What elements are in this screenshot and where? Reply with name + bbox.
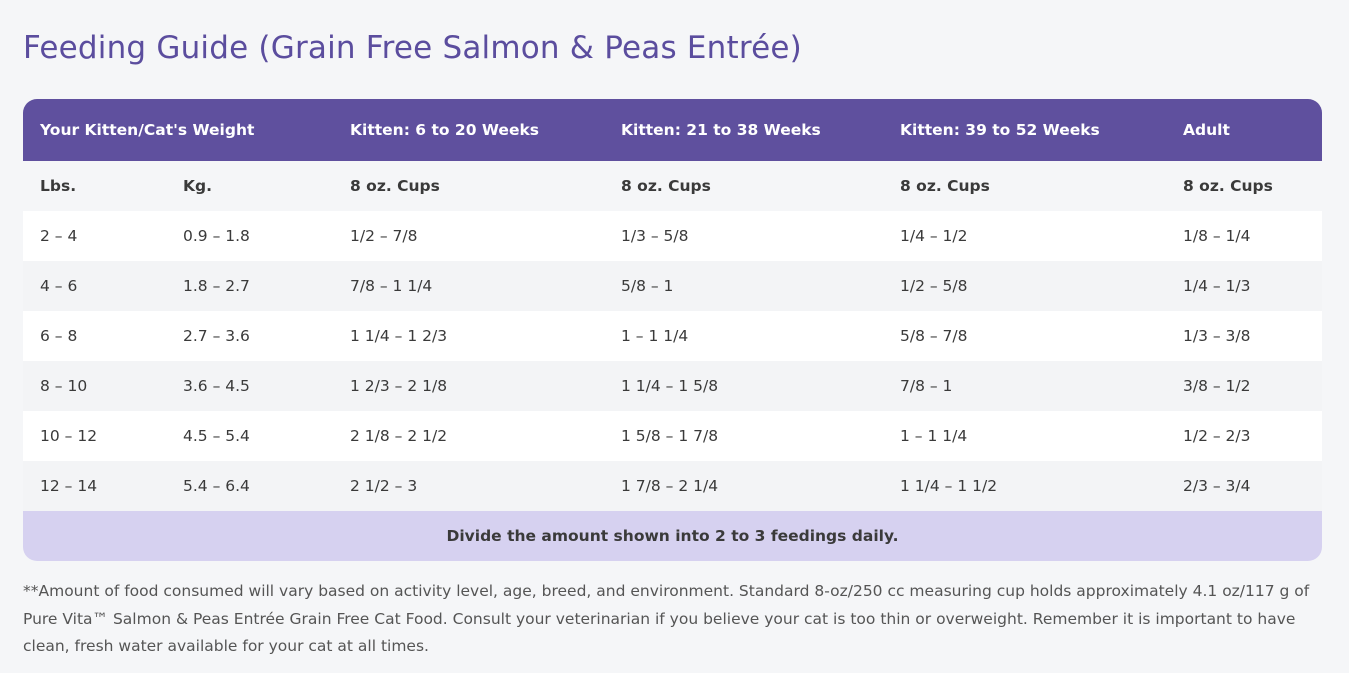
table-cell: 2 1/2 – 3 (350, 477, 418, 495)
table-cell: 1 2/3 – 2 1/8 (350, 377, 448, 395)
subheader-cell: 8 oz. Cups (621, 177, 711, 195)
table-cell: 1 5/8 – 1 7/8 (621, 427, 719, 445)
table-cell: 2/3 – 3/4 (1183, 477, 1251, 495)
header-cell: Kitten: 39 to 52 Weeks (900, 121, 1100, 139)
data-row: 10 – 12 4.5 – 5.4 2 1/8 – 2 1/2 1 5/8 – 1 7… (23, 411, 1322, 461)
table-cell: 1/2 – 2/3 (1183, 427, 1251, 445)
table-cell: 5.4 – 6.4 (183, 477, 250, 495)
header-row: Your Kitten/Cat's Weight Kitten: 6 to 20 … (23, 99, 1322, 161)
table-cell: 3/8 – 1/2 (1183, 377, 1251, 395)
table-cell: 7/8 – 1 (900, 377, 953, 395)
table-cell: 1/4 – 1/3 (1183, 277, 1251, 295)
table-cell: 1 1/4 – 1 5/8 (621, 377, 719, 395)
subheader-cell: 8 oz. Cups (900, 177, 990, 195)
table-cell: 3.6 – 4.5 (183, 377, 250, 395)
subheader-cell: Lbs. (40, 177, 77, 195)
table-cell: 1 7/8 – 2 1/4 (621, 477, 719, 495)
table-cell: 1 1/4 – 1 1/2 (900, 477, 998, 495)
subheader-cell: 8 oz. Cups (350, 177, 440, 195)
header-cell: Kitten: 21 to 38 Weeks (621, 121, 821, 139)
table-cell: 2 – 4 (40, 227, 78, 245)
header-cell: Your Kitten/Cat's Weight (40, 121, 255, 139)
table-cell: 4 – 6 (40, 277, 78, 295)
table-cell: 5/8 – 1 (621, 277, 674, 295)
page-title: Feeding Guide (Grain Free Salmon & Peas … (23, 30, 802, 66)
data-row: 12 – 14 5.4 – 6.4 2 1/2 – 3 1 7/8 – 2 1/4 1 … (23, 461, 1322, 511)
subheader-cell: 8 oz. Cups (1183, 177, 1273, 195)
table-cell: 10 – 12 (40, 427, 98, 445)
feeding-table: Your Kitten/Cat's Weight Kitten: 6 to 20 … (23, 99, 1322, 561)
table-cell: 1/2 – 5/8 (900, 277, 968, 295)
data-row: 6 – 8 2.7 – 3.6 1 1/4 – 1 2/3 1 – 1 1/4 5/8 … (23, 311, 1322, 361)
data-row: 2 – 4 0.9 – 1.8 1/2 – 7/8 1/3 – 5/8 1/4 – 1/… (23, 211, 1322, 261)
table-cell: 1/4 – 1/2 (900, 227, 968, 245)
table-cell: 1/3 – 3/8 (1183, 327, 1251, 345)
footer-text: Divide the amount shown into 2 to 3 feed… (446, 527, 899, 545)
table-cell: 5/8 – 7/8 (900, 327, 968, 345)
table-cell: 1/2 – 7/8 (350, 227, 418, 245)
table-cell: 1.8 – 2.7 (183, 277, 250, 295)
table-cell: 12 – 14 (40, 477, 98, 495)
table-cell: 1 1/4 – 1 2/3 (350, 327, 448, 345)
table-cell: 0.9 – 1.8 (183, 227, 250, 245)
table-cell: 1 – 1 1/4 (900, 427, 968, 445)
table-cell: 8 – 10 (40, 377, 88, 395)
data-row: 4 – 6 1.8 – 2.7 7/8 – 1 1/4 5/8 – 1 1/2 – 5/… (23, 261, 1322, 311)
footer-row: Divide the amount shown into 2 to 3 feed… (23, 511, 1322, 561)
table-cell: 7/8 – 1 1/4 (350, 277, 433, 295)
header-cell: Adult (1183, 121, 1230, 139)
table-cell: 2.7 – 3.6 (183, 327, 250, 345)
table-cell: 1 – 1 1/4 (621, 327, 689, 345)
header-cell: Kitten: 6 to 20 Weeks (350, 121, 539, 139)
table-cell: 6 – 8 (40, 327, 78, 345)
table-cell: 4.5 – 5.4 (183, 427, 250, 445)
data-row: 8 – 10 3.6 – 4.5 1 2/3 – 2 1/8 1 1/4 – 1 5/… (23, 361, 1322, 411)
table-cell: 2 1/8 – 2 1/2 (350, 427, 448, 445)
subheader-row: Lbs. Kg. 8 oz. Cups 8 oz. Cups 8 oz. Cups 8 o… (23, 161, 1322, 211)
table-cell: 1/3 – 5/8 (621, 227, 689, 245)
footnote: **Amount of food consumed will vary base… (23, 582, 1310, 655)
table-cell: 1/8 – 1/4 (1183, 227, 1251, 245)
subheader-cell: Kg. (183, 177, 212, 195)
